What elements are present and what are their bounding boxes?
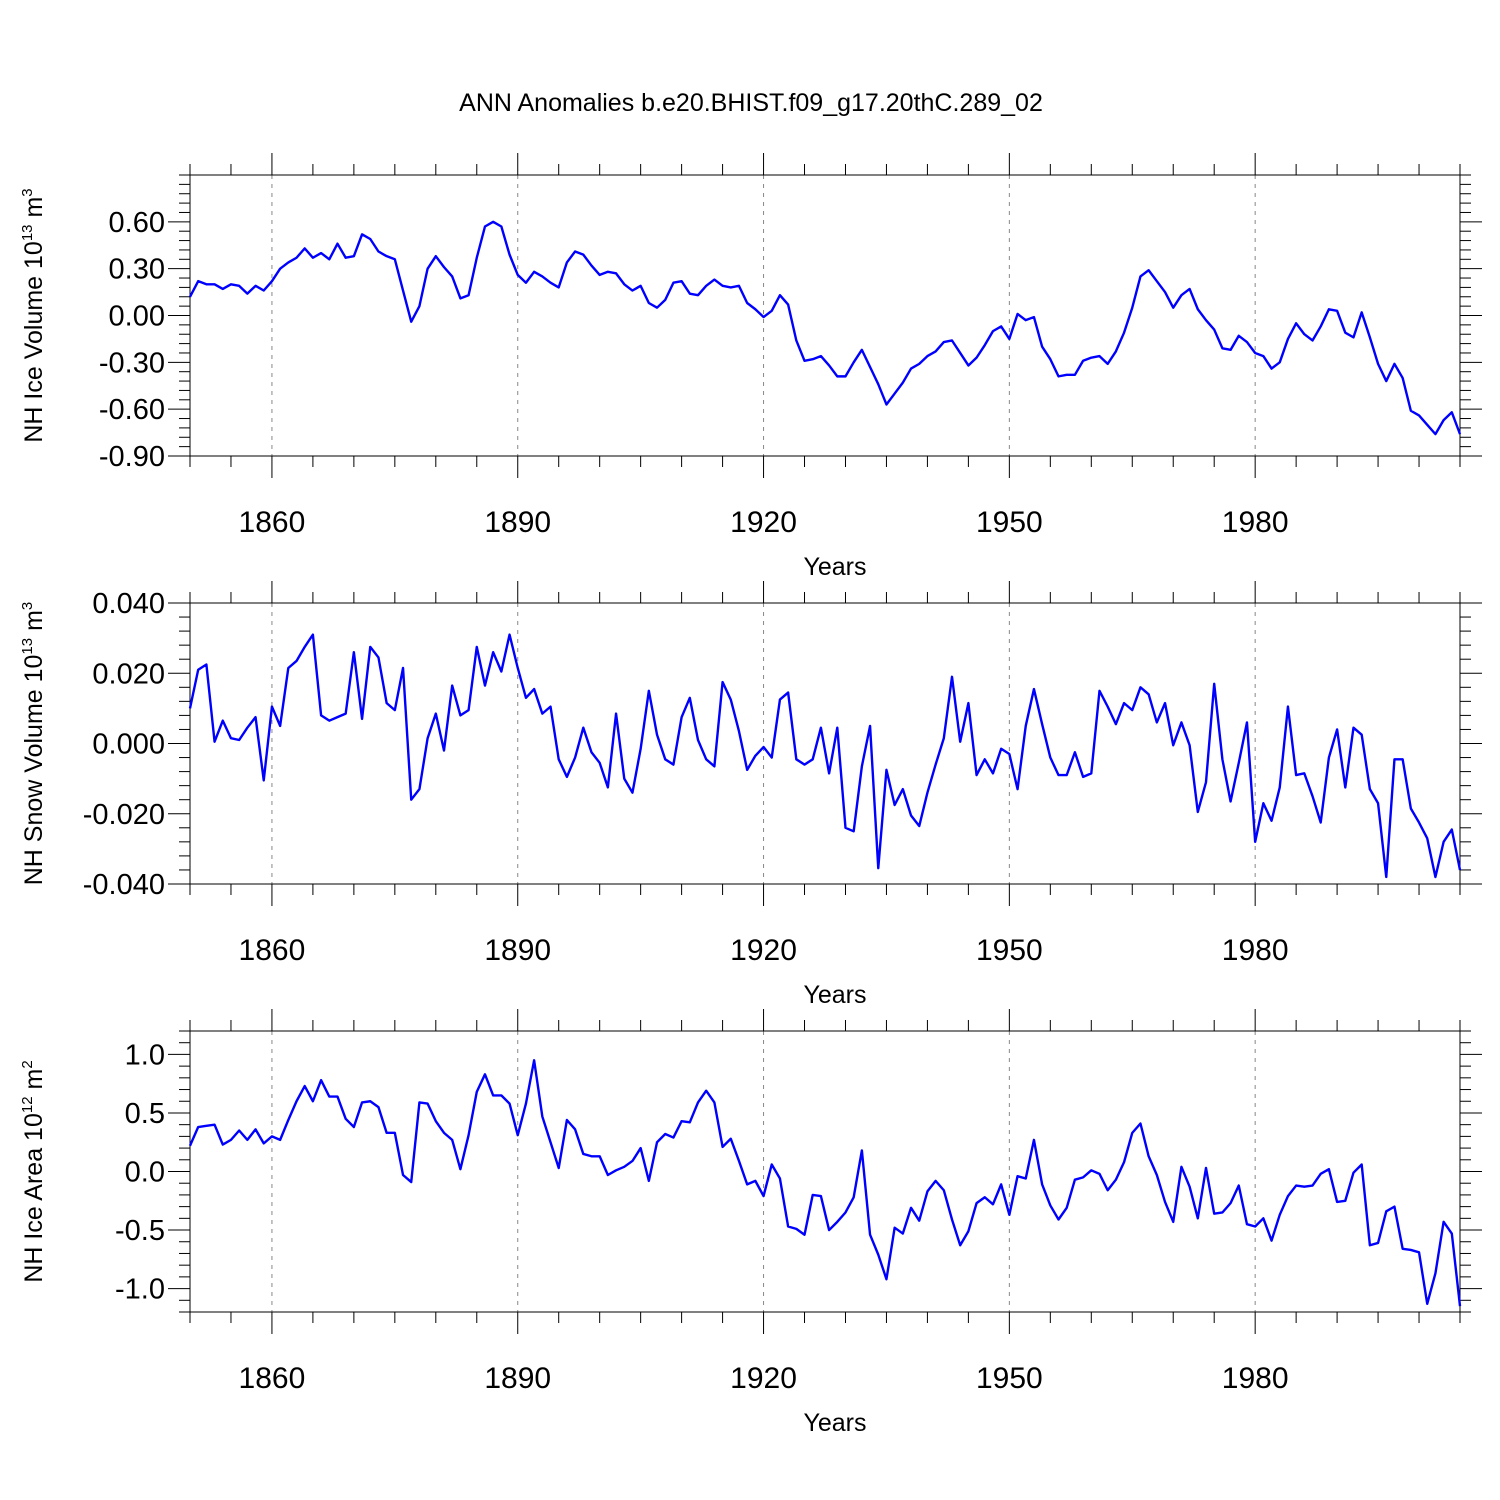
x-tick-label: 1860 bbox=[239, 506, 306, 539]
y-tick-label: -1.0 bbox=[115, 1274, 165, 1306]
y-tick-label: 0.0 bbox=[125, 1157, 165, 1189]
x-tick-label: 1920 bbox=[730, 506, 797, 539]
panel-ice-volume: -0.90 -0.60 -0.30 0.00 0.30 0.60 1860 1890 1920 1… bbox=[19, 153, 1482, 581]
y-axis-title: NH Snow Volume 1013 m3 bbox=[19, 602, 48, 886]
x-tick-label: 1980 bbox=[1222, 934, 1289, 967]
y-tick-label: -0.30 bbox=[99, 347, 165, 379]
y-tick-label: -0.90 bbox=[99, 441, 165, 473]
x-tick-label: 1980 bbox=[1222, 1362, 1289, 1395]
y-tick-label: -0.5 bbox=[115, 1215, 165, 1247]
x-axis-title: Years bbox=[803, 553, 866, 581]
x-tick-label: 1890 bbox=[484, 506, 551, 539]
y-axis-title: NH Ice Area 1012 m2 bbox=[19, 1060, 48, 1282]
y-tick-label: 0.00 bbox=[109, 301, 165, 333]
x-tick-label: 1890 bbox=[484, 1362, 551, 1395]
y-tick-label: -0.60 bbox=[99, 394, 165, 426]
panel-ice-area: -1.0 -0.5 0.0 0.5 1.0 1860 1890 1920 1950 1980 Yea… bbox=[19, 1009, 1482, 1437]
series-line-ice-volume bbox=[188, 220, 1462, 436]
x-tick-label: 1950 bbox=[976, 1362, 1043, 1395]
x-axis-title: Years bbox=[803, 981, 866, 1009]
y-tick-label: 0.000 bbox=[92, 729, 165, 761]
chart-title: ANN Anomalies b.e20.BHIST.f09_g17.20thC.… bbox=[459, 89, 1043, 117]
x-tick-label: 1950 bbox=[976, 934, 1043, 967]
x-tick-label: 1890 bbox=[484, 934, 551, 967]
y-tick-label: 0.60 bbox=[109, 207, 165, 239]
x-tick-label: 1920 bbox=[730, 1362, 797, 1395]
series-line-snow-volume bbox=[188, 633, 1462, 879]
x-tick-label: 1920 bbox=[730, 934, 797, 967]
series-line-ice-area bbox=[188, 1059, 1462, 1307]
y-tick-label: 1.0 bbox=[125, 1039, 165, 1071]
x-axis-title: Years bbox=[803, 1409, 866, 1437]
x-tick-label: 1860 bbox=[239, 934, 306, 967]
y-tick-label: 0.30 bbox=[109, 254, 165, 286]
plot-frame bbox=[189, 1030, 1461, 1313]
x-tick-label: 1860 bbox=[239, 1362, 306, 1395]
y-tick-label: 0.040 bbox=[92, 588, 165, 620]
y-tick-label: 0.5 bbox=[125, 1098, 165, 1130]
chart-panels: -0.90 -0.60 -0.30 0.00 0.30 0.60 1860 1890 1920 1… bbox=[19, 153, 1482, 1437]
x-tick-label: 1950 bbox=[976, 506, 1043, 539]
y-tick-label: -0.020 bbox=[83, 799, 165, 831]
y-tick-label: 0.020 bbox=[92, 658, 165, 690]
panel-snow-volume: -0.040 -0.020 0.000 0.020 0.040 1860 1890 1920 1… bbox=[19, 581, 1482, 1009]
plot-frame bbox=[189, 602, 1461, 885]
plot-frame bbox=[189, 174, 1461, 457]
y-axis-title: NH Ice Volume 1013 m3 bbox=[19, 188, 48, 442]
x-tick-label: 1980 bbox=[1222, 506, 1289, 539]
y-tick-label: -0.040 bbox=[83, 869, 165, 901]
